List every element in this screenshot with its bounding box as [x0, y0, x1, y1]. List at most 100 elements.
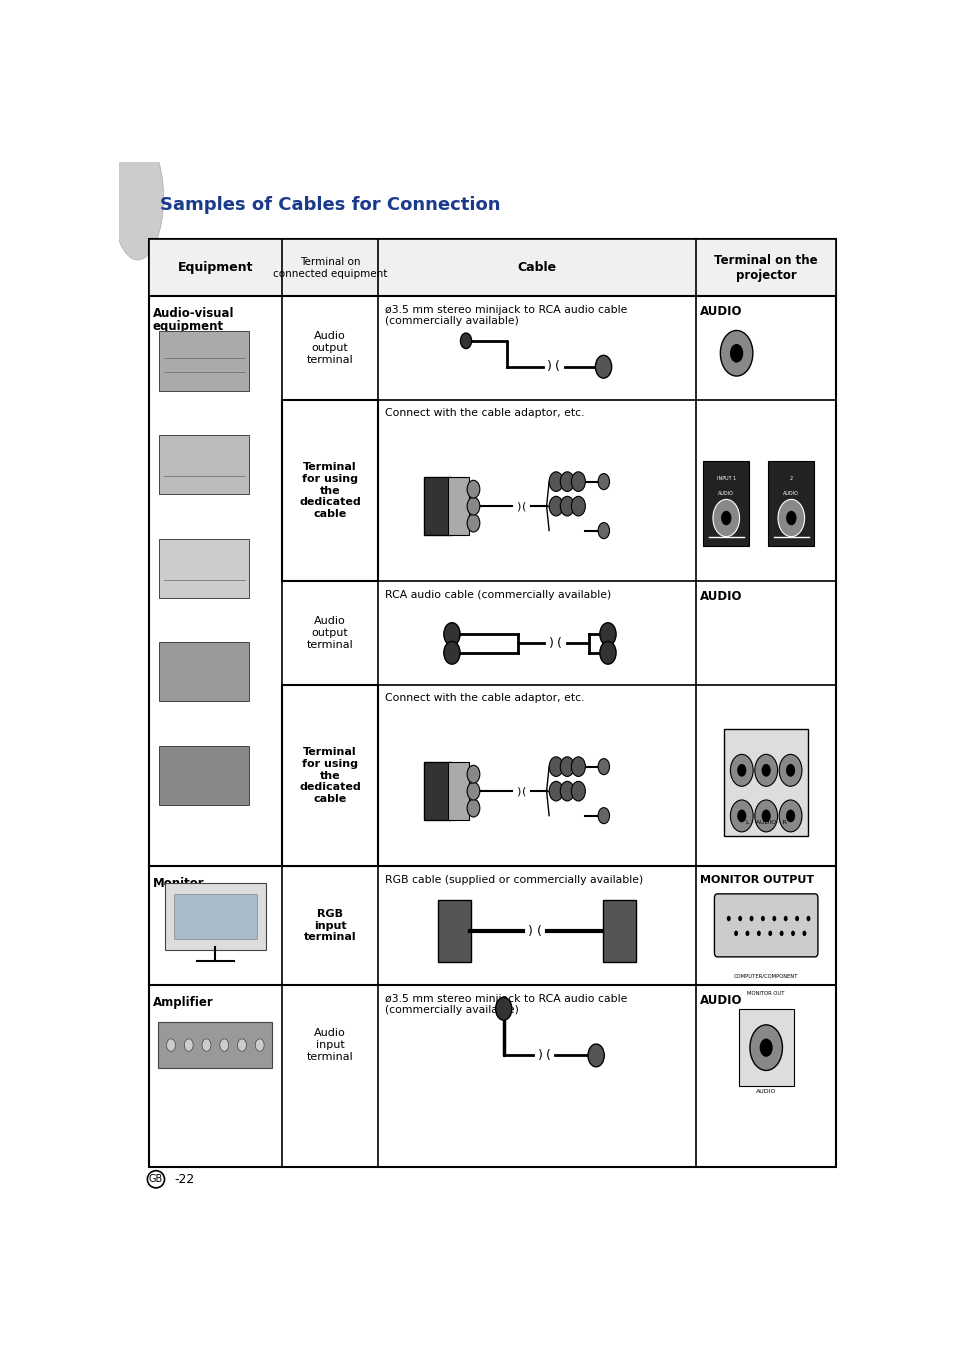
- Text: Audio
output
terminal: Audio output terminal: [306, 331, 353, 365]
- Circle shape: [720, 331, 752, 376]
- Text: Terminal
for using
the
dedicated
cable: Terminal for using the dedicated cable: [299, 463, 360, 518]
- Circle shape: [737, 809, 745, 822]
- FancyBboxPatch shape: [159, 538, 249, 598]
- Text: ): ): [516, 501, 519, 511]
- Circle shape: [598, 759, 609, 775]
- Circle shape: [785, 510, 796, 525]
- Text: Monitor: Monitor: [152, 876, 204, 890]
- Circle shape: [598, 522, 609, 538]
- Circle shape: [571, 497, 585, 516]
- Text: AUDIO: AUDIO: [699, 993, 741, 1007]
- Circle shape: [549, 756, 562, 777]
- Text: COMPUTER/COMPONENT: COMPUTER/COMPONENT: [733, 973, 798, 979]
- Bar: [282, 400, 377, 581]
- FancyBboxPatch shape: [159, 435, 249, 494]
- Text: L - AUDIO - R: L - AUDIO - R: [745, 820, 785, 825]
- Circle shape: [760, 915, 764, 921]
- Circle shape: [443, 642, 459, 664]
- FancyBboxPatch shape: [723, 730, 807, 836]
- Circle shape: [785, 765, 794, 777]
- Circle shape: [754, 800, 777, 832]
- Text: RGB
input
terminal: RGB input terminal: [303, 910, 355, 942]
- Text: -22: -22: [174, 1172, 194, 1186]
- Circle shape: [559, 497, 574, 516]
- Circle shape: [549, 497, 562, 516]
- Circle shape: [599, 642, 616, 664]
- FancyBboxPatch shape: [159, 331, 249, 390]
- FancyBboxPatch shape: [424, 478, 451, 534]
- FancyBboxPatch shape: [448, 762, 468, 820]
- Circle shape: [599, 623, 616, 646]
- Circle shape: [726, 915, 730, 921]
- Circle shape: [738, 915, 741, 921]
- Circle shape: [549, 781, 562, 801]
- Text: (: (: [521, 501, 526, 511]
- Text: Audio
input
terminal: Audio input terminal: [306, 1028, 353, 1062]
- Circle shape: [571, 472, 585, 491]
- Text: Samples of Cables for Connection: Samples of Cables for Connection: [160, 197, 500, 214]
- Circle shape: [756, 930, 760, 935]
- Text: ): ): [549, 637, 554, 650]
- FancyBboxPatch shape: [448, 478, 468, 534]
- Text: Audio-visual: Audio-visual: [152, 307, 233, 319]
- Circle shape: [805, 915, 810, 921]
- Text: INPUT 1: INPUT 1: [716, 476, 735, 481]
- Text: RGB cable (supplied or commercially available): RGB cable (supplied or commercially avai…: [385, 875, 643, 884]
- Circle shape: [779, 754, 801, 786]
- Circle shape: [443, 623, 459, 646]
- Circle shape: [467, 497, 479, 516]
- Circle shape: [559, 756, 574, 777]
- Circle shape: [598, 808, 609, 824]
- Text: Connect with the cable adaptor, etc.: Connect with the cable adaptor, etc.: [385, 408, 584, 419]
- Text: Terminal
for using
the
dedicated
cable: Terminal for using the dedicated cable: [299, 747, 360, 804]
- Text: Connect with the cable adaptor, etc.: Connect with the cable adaptor, etc.: [385, 693, 584, 703]
- Text: (: (: [555, 361, 559, 373]
- FancyBboxPatch shape: [165, 883, 265, 950]
- Circle shape: [595, 355, 611, 378]
- Circle shape: [730, 800, 752, 832]
- Text: ): ): [547, 361, 552, 373]
- Bar: [149, 240, 836, 296]
- Text: AUDIO: AUDIO: [718, 491, 734, 495]
- Text: MONITOR OUT: MONITOR OUT: [746, 991, 784, 996]
- Text: ): ): [516, 786, 519, 795]
- Circle shape: [559, 781, 574, 801]
- Circle shape: [779, 930, 782, 935]
- Circle shape: [184, 1039, 193, 1051]
- Text: (: (: [536, 925, 541, 938]
- Circle shape: [734, 930, 738, 935]
- Circle shape: [467, 766, 479, 783]
- Circle shape: [460, 332, 471, 349]
- Circle shape: [744, 930, 749, 935]
- FancyBboxPatch shape: [158, 1022, 272, 1067]
- Circle shape: [467, 481, 479, 498]
- Circle shape: [772, 915, 776, 921]
- Circle shape: [237, 1039, 246, 1051]
- Text: AUDIO: AUDIO: [699, 304, 741, 318]
- Text: Audio
output
terminal: Audio output terminal: [306, 616, 353, 650]
- Circle shape: [779, 800, 801, 832]
- Circle shape: [467, 782, 479, 800]
- Text: Terminal on the
projector: Terminal on the projector: [714, 254, 817, 281]
- Circle shape: [760, 809, 770, 822]
- FancyBboxPatch shape: [173, 894, 256, 940]
- Text: AUDIO: AUDIO: [782, 491, 799, 495]
- Circle shape: [495, 997, 512, 1020]
- Circle shape: [801, 930, 805, 935]
- Circle shape: [767, 930, 771, 935]
- Circle shape: [202, 1039, 211, 1051]
- Text: ): ): [528, 925, 533, 938]
- Text: ø3.5 mm stereo minijack to RCA audio cable
(commercially available): ø3.5 mm stereo minijack to RCA audio cab…: [385, 304, 627, 326]
- Circle shape: [754, 754, 777, 786]
- Circle shape: [587, 1044, 603, 1067]
- Circle shape: [783, 915, 787, 921]
- Circle shape: [729, 345, 742, 362]
- Text: GB: GB: [149, 1174, 163, 1184]
- Text: (: (: [557, 637, 561, 650]
- Circle shape: [749, 1024, 781, 1070]
- Circle shape: [467, 514, 479, 532]
- Bar: [282, 685, 377, 867]
- FancyBboxPatch shape: [767, 462, 814, 546]
- Circle shape: [790, 930, 794, 935]
- FancyBboxPatch shape: [159, 746, 249, 805]
